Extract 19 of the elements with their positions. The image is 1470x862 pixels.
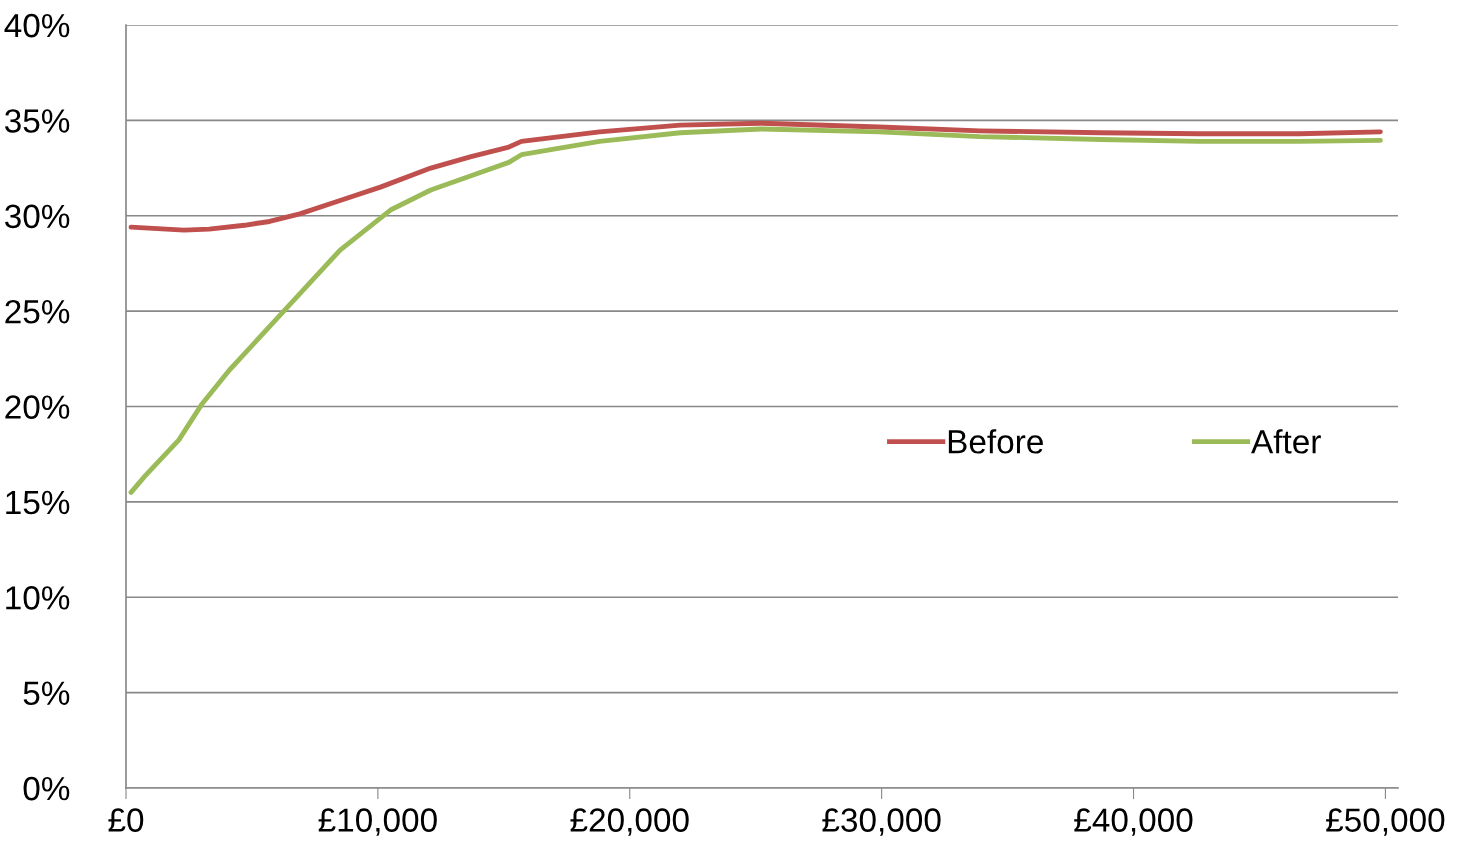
line-series <box>128 126 1383 495</box>
x-tick-label: £30,000 <box>822 808 941 836</box>
line-series <box>128 120 1383 233</box>
y-tick-label: 20% <box>5 395 70 419</box>
y-tick-label: 15% <box>6 490 70 515</box>
legend-label: After <box>1251 429 1321 454</box>
y-tick-label: 25% <box>5 299 70 324</box>
y-tick-label: 0% <box>23 776 70 801</box>
x-tick-label: £0 <box>108 808 144 832</box>
x-tick-label: £40,000 <box>1074 808 1193 836</box>
y-tick-label: 5% <box>23 681 70 706</box>
y-tick-label: 30% <box>5 204 70 229</box>
x-tick-label: £50,000 <box>1326 808 1445 836</box>
x-tick-label: £20,000 <box>570 808 689 836</box>
y-tick-label: 40% <box>4 13 70 38</box>
y-tick-label: 10% <box>6 586 70 610</box>
y-tick-label: 35% <box>5 109 70 133</box>
x-tick-label: £10,000 <box>318 808 437 836</box>
legend-label: Before <box>948 429 1043 454</box>
